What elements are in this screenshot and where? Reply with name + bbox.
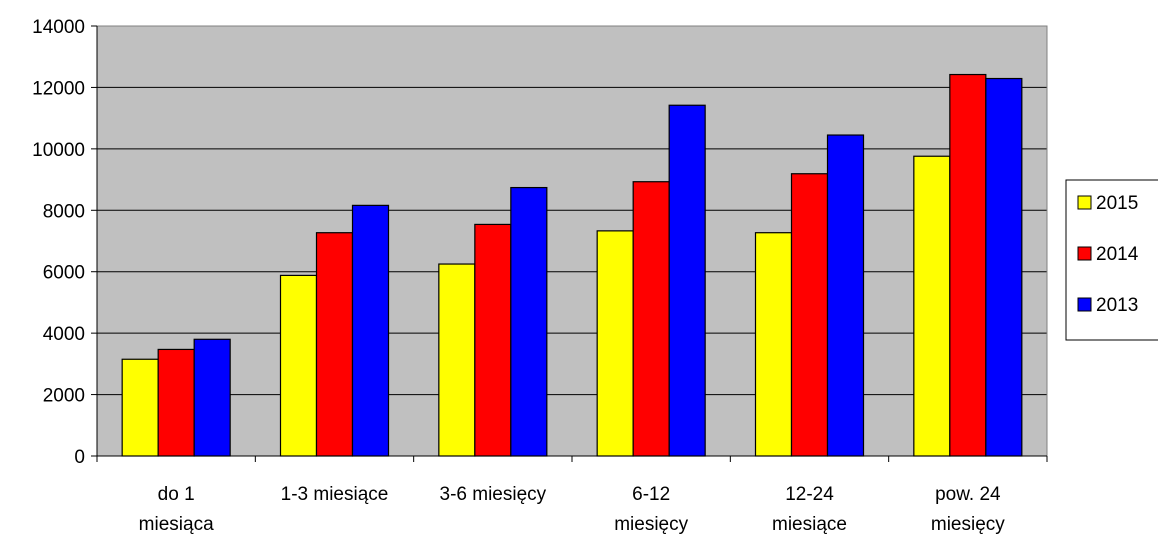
category-label-line: miesiąca — [139, 514, 214, 535]
y-tick-label: 2000 — [43, 386, 85, 407]
bar-2015-2 — [438, 263, 476, 457]
y-tick-label: 8000 — [43, 201, 85, 222]
bar-2014-2 — [474, 223, 512, 457]
bar-2015-5 — [913, 155, 951, 457]
category-label-line: 1-3 miesiące — [281, 484, 389, 505]
category-label-line: do 1 — [158, 484, 195, 505]
y-tick-label: 12000 — [32, 78, 85, 99]
bars — [121, 73, 1023, 457]
category-label: 12-24 miesiące — [772, 484, 847, 535]
legend-swatch-2014 — [1077, 246, 1092, 261]
x-axis-ticks: do 1 miesiąca 1-3 miesiące 3-6 miesięcy 6-12… — [96, 456, 1048, 535]
category-label-line: pow. 24 — [935, 484, 1001, 505]
bar-2015-0 — [121, 358, 159, 457]
bar-2014-1 — [315, 232, 354, 457]
bar-2015-1 — [279, 274, 318, 457]
category-label-line: miesięcy — [931, 514, 1005, 535]
category-label: pow. 24 miesięcy — [931, 484, 1005, 535]
category-label: 3-6 miesięcy — [440, 484, 547, 505]
y-tick-label: 10000 — [32, 140, 85, 161]
bar-2015-3 — [596, 230, 634, 457]
plot-area — [97, 26, 1047, 456]
bar-2015-4 — [754, 232, 793, 457]
legend-label-2013: 2013 — [1096, 295, 1138, 316]
category-label: 1-3 miesiące — [281, 484, 389, 505]
legend-label-2014: 2014 — [1096, 244, 1139, 265]
legend-swatch-2013 — [1077, 297, 1092, 312]
bar-2014-5 — [949, 73, 987, 457]
bar-2014-3 — [632, 181, 670, 457]
y-tick-label: 6000 — [43, 263, 85, 284]
category-label-line: miesięcy — [614, 514, 688, 535]
bar-2013-2 — [510, 186, 548, 457]
y-tick-label: 4000 — [43, 324, 85, 345]
category-label-line: miesiące — [772, 514, 847, 535]
y-tick-label: 0 — [74, 447, 85, 468]
category-label-line: 6-12 — [632, 484, 670, 505]
category-label: do 1 miesiąca — [139, 484, 214, 535]
bar-2014-0 — [157, 348, 195, 457]
bar-2013-0 — [193, 338, 231, 457]
category-label: 6-12 miesięcy — [614, 484, 688, 535]
bar-2013-4 — [826, 134, 865, 457]
legend-label-2015: 2015 — [1096, 193, 1138, 214]
bar-2013-5 — [985, 77, 1023, 457]
bar-2013-3 — [668, 104, 706, 457]
y-tick-label: 14000 — [32, 17, 85, 38]
legend: 2015 2014 2013 — [1065, 179, 1158, 341]
legend-swatch-2015 — [1077, 195, 1092, 210]
category-label-line: 3-6 miesięcy — [440, 484, 547, 505]
category-label-line: 12-24 — [785, 484, 834, 505]
y-axis-ticks: 0 2000 4000 6000 8000 10000 12000 14000 — [32, 17, 97, 468]
bar-2013-1 — [351, 204, 390, 457]
bar-2014-4 — [790, 173, 829, 457]
